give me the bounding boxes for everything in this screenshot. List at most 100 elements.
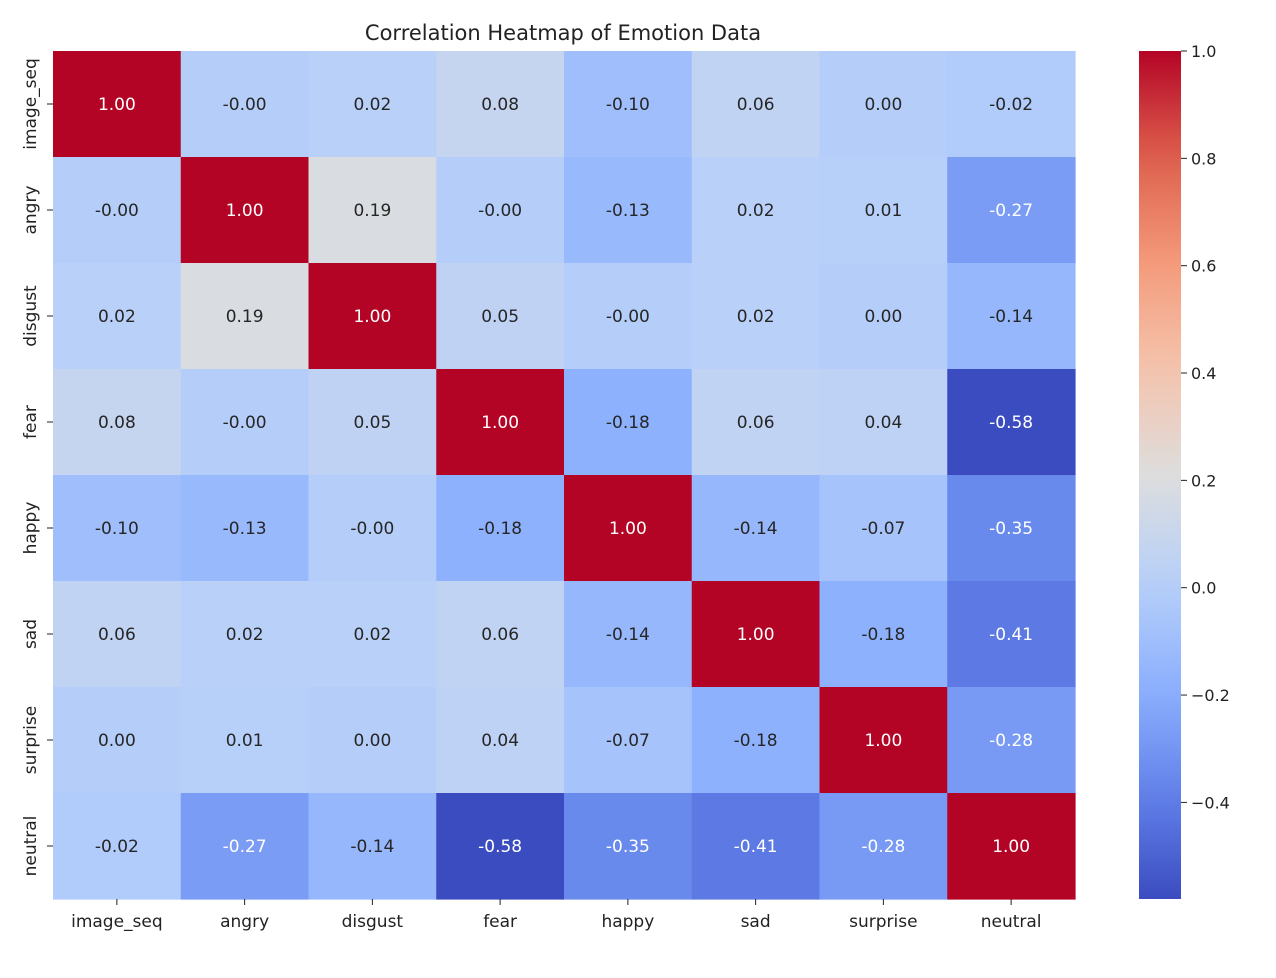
heatmap-cell-angry-image_seq xyxy=(53,157,182,264)
heatmap-cell-neutral-disgust xyxy=(308,793,437,900)
cell-value-label: -0.13 xyxy=(606,201,650,221)
heatmap-cell-happy-angry xyxy=(180,475,310,582)
cell-value-label: 1.00 xyxy=(992,837,1030,857)
cell-value-label: -0.18 xyxy=(478,519,522,539)
heatmap-cell-happy-neutral xyxy=(947,475,1076,582)
cell-value-label: -0.18 xyxy=(734,731,778,751)
heatmap-cell-neutral-surprise xyxy=(819,793,948,900)
cell-value-label: 0.08 xyxy=(481,95,519,115)
heatmap-cell-surprise-surprise xyxy=(819,687,948,794)
heatmap-cell-surprise-disgust xyxy=(308,687,437,794)
cell-value-label: 0.02 xyxy=(98,307,136,327)
cell-value-label: 0.02 xyxy=(226,625,264,645)
heatmap-cell-disgust-neutral xyxy=(947,263,1076,370)
x-tick-label-happy: happy xyxy=(601,912,654,932)
heatmap-cell-surprise-image_seq xyxy=(53,687,182,794)
heatmap-cell-disgust-angry xyxy=(180,263,310,370)
colorbar-tick-label: 0.6 xyxy=(1191,257,1216,276)
y-tick-label-image_seq: image_seq xyxy=(21,58,41,150)
y-tick-label-neutral: neutral xyxy=(21,816,41,877)
cell-value-label: 0.02 xyxy=(737,307,775,327)
heatmap-cell-happy-disgust xyxy=(308,475,437,582)
y-tick-label-disgust: disgust xyxy=(21,285,41,347)
heatmap-cell-fear-angry xyxy=(180,369,310,476)
x-tick-label-fear: fear xyxy=(483,912,517,932)
cell-value-label: 1.00 xyxy=(98,95,136,115)
cell-value-label: -0.07 xyxy=(861,519,905,539)
heatmap-cell-surprise-happy xyxy=(564,687,693,794)
cell-value-label: 1.00 xyxy=(737,625,775,645)
y-tick-label-fear: fear xyxy=(21,405,41,439)
heatmap-cell-disgust-happy xyxy=(564,263,693,370)
cell-value-label: 1.00 xyxy=(481,413,519,433)
cell-value-label: -0.58 xyxy=(478,837,522,857)
heatmap-cell-labels: 1.00 -0.00 0.02 0.08 -0.10 0.06 0.00 -0.02 -0.00… xyxy=(95,95,1033,857)
heatmap-cell-surprise-fear xyxy=(436,687,565,794)
cell-value-label: -0.18 xyxy=(861,625,905,645)
heatmap-cell-neutral-fear xyxy=(436,793,565,900)
heatmap-cell-neutral-sad xyxy=(691,793,821,900)
heatmap-cell-fear-sad xyxy=(691,369,821,476)
heatmap-cell-disgust-image_seq xyxy=(53,263,182,370)
heatmap-cell-neutral-image_seq xyxy=(53,793,182,900)
cell-value-label: 0.04 xyxy=(481,731,519,751)
cell-value-label: 0.06 xyxy=(737,95,775,115)
cell-value-label: -0.00 xyxy=(606,307,650,327)
cell-value-label: -0.14 xyxy=(606,625,650,645)
cell-value-label: -0.41 xyxy=(989,625,1033,645)
colorbar-tick-label: 0.2 xyxy=(1191,471,1216,490)
heatmap-cell-sad-angry xyxy=(180,581,310,688)
heatmap-cell-angry-sad xyxy=(691,157,821,264)
cell-value-label: 0.02 xyxy=(353,95,391,115)
cell-value-label: 0.05 xyxy=(481,307,519,327)
cell-value-label: -0.41 xyxy=(734,837,778,857)
cell-value-label: -0.00 xyxy=(95,201,139,221)
heatmap-cell-disgust-disgust xyxy=(308,263,437,370)
cell-value-label: 1.00 xyxy=(353,307,391,327)
cell-value-label: -0.28 xyxy=(989,731,1033,751)
x-tick-label-sad: sad xyxy=(741,912,771,932)
cell-value-label: -0.00 xyxy=(478,201,522,221)
colorbar-tick-label: 0.4 xyxy=(1191,364,1216,383)
heatmap-cell-sad-surprise xyxy=(819,581,948,688)
cell-value-label: 0.00 xyxy=(864,307,902,327)
cell-value-label: -0.00 xyxy=(350,519,394,539)
colorbar-tick-label: 1.0 xyxy=(1191,42,1216,61)
heatmap-cell-image_seq-happy xyxy=(564,51,693,158)
cell-value-label: -0.28 xyxy=(861,837,905,857)
cell-value-label: -0.35 xyxy=(606,837,650,857)
heatmap-cell-happy-happy xyxy=(564,475,693,582)
cell-value-label: -0.27 xyxy=(989,201,1033,221)
heatmap-cell-happy-sad xyxy=(691,475,821,582)
cell-value-label: -0.18 xyxy=(606,413,650,433)
heatmap-cell-surprise-neutral xyxy=(947,687,1076,794)
x-axis: image_seq angry disgust fear happy sad surpris… xyxy=(71,899,1042,932)
cell-value-label: 0.08 xyxy=(98,413,136,433)
heatmap-cell-angry-happy xyxy=(564,157,693,264)
heatmap-cell-surprise-angry xyxy=(180,687,310,794)
heatmap-cell-image_seq-fear xyxy=(436,51,565,158)
heatmap-cell-fear-neutral xyxy=(947,369,1076,476)
heatmap-cell-angry-disgust xyxy=(308,157,437,264)
x-tick-label-angry: angry xyxy=(220,912,269,932)
cell-value-label: -0.14 xyxy=(734,519,778,539)
heatmap-cell-sad-sad xyxy=(691,581,821,688)
heatmap-cell-disgust-surprise xyxy=(819,263,948,370)
cell-value-label: 1.00 xyxy=(864,731,902,751)
y-tick-label-happy: happy xyxy=(21,502,41,555)
heatmap-cell-image_seq-neutral xyxy=(947,51,1076,158)
heatmap-cell-sad-disgust xyxy=(308,581,437,688)
cell-value-label: 0.02 xyxy=(353,625,391,645)
colorbar-gradient xyxy=(1139,51,1181,899)
heatmap-cell-happy-surprise xyxy=(819,475,948,582)
cell-value-label: -0.10 xyxy=(95,519,139,539)
cell-value-label: -0.14 xyxy=(989,307,1033,327)
cell-value-label: -0.35 xyxy=(989,519,1033,539)
heatmap-cell-happy-fear xyxy=(436,475,565,582)
heatmap-cell-disgust-fear xyxy=(436,263,565,370)
colorbar-tick-label: −0.4 xyxy=(1191,793,1230,812)
cell-value-label: 0.19 xyxy=(353,201,391,221)
cell-value-label: 0.06 xyxy=(737,413,775,433)
heatmap-cell-neutral-neutral xyxy=(947,793,1076,900)
